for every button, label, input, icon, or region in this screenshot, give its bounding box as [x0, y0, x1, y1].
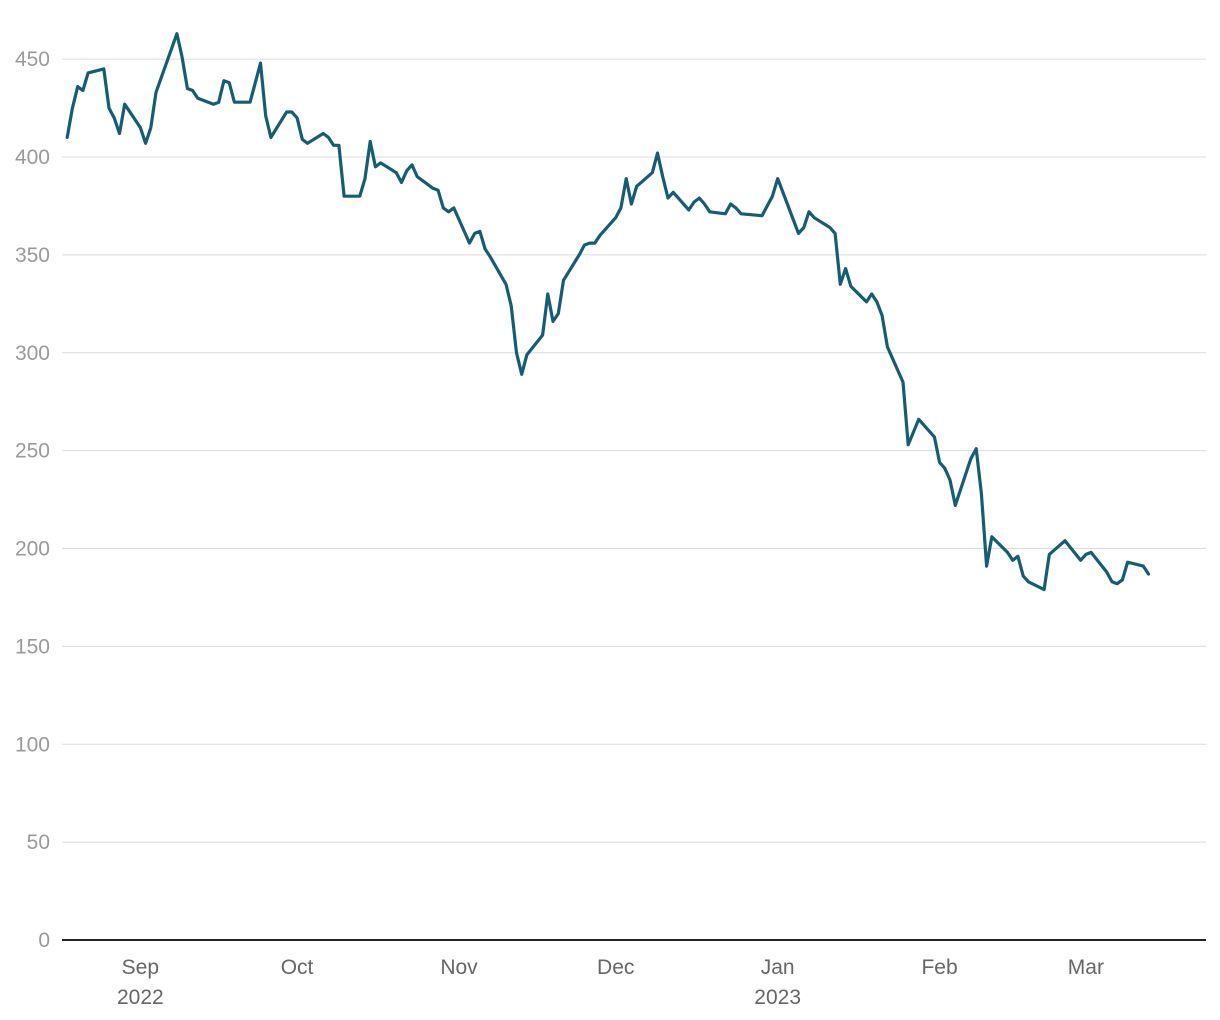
y-tick-label-200: 200 — [15, 538, 50, 561]
y-tick-label-0: 0 — [38, 929, 50, 952]
x-tick-year-label-2023: 2023 — [754, 986, 801, 1009]
x-tick-label-jan: Jan — [761, 956, 795, 979]
x-tick-label-nov: Nov — [440, 956, 478, 979]
y-tick-label-150: 150 — [15, 635, 50, 658]
x-tick-label-sep: Sep — [122, 956, 159, 979]
y-tick-label-300: 300 — [15, 342, 50, 365]
x-tick-label-dec: Dec — [597, 956, 634, 979]
y-tick-label-50: 50 — [27, 831, 50, 854]
x-tick-label-feb: Feb — [921, 956, 957, 979]
y-tick-label-100: 100 — [15, 733, 50, 756]
y-tick-label-450: 450 — [15, 48, 50, 71]
y-tick-label-400: 400 — [15, 146, 50, 169]
y-tick-label-250: 250 — [15, 440, 50, 463]
y-axis-tick-labels: 0 50 100 150 200 250 300 350 400 450 — [15, 48, 50, 952]
y-tick-label-350: 350 — [15, 244, 50, 267]
series-layer — [65, 32, 1151, 592]
x-tick-label-mar: Mar — [1068, 956, 1104, 979]
series-line-0 — [65, 32, 1151, 592]
x-tick-label-oct: Oct — [281, 956, 314, 979]
x-axis-tick-labels: Sep 2022 Oct Nov Dec Jan 2023 Feb Mar — [117, 956, 1104, 1009]
grid-lines — [62, 58, 1206, 843]
x-tick-year-label-2022: 2022 — [117, 986, 164, 1009]
